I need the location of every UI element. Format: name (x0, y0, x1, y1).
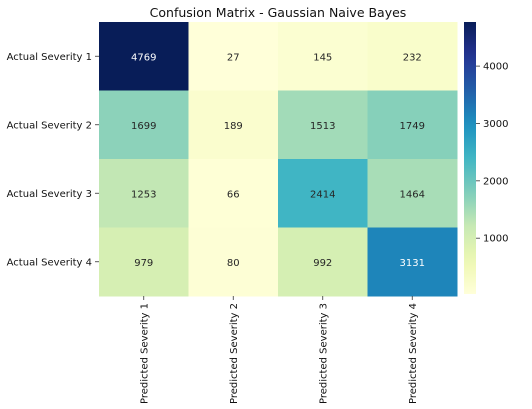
cell-value-r4-c3: 992 (313, 258, 332, 269)
heatmap-cell-r3-c3 (278, 159, 368, 228)
heatmap-cell-r1-c4 (367, 22, 458, 91)
cell-value-r2-c3: 1513 (310, 121, 335, 132)
cell-value-r3-c4: 1464 (400, 189, 425, 200)
colorbar-tick-label-2: 2000 (483, 176, 508, 187)
cell-value-r3-c1: 1253 (131, 189, 156, 200)
heatmap-cell-r4-c2 (188, 227, 279, 297)
heatmap-cells (99, 22, 458, 297)
colorbar-tick-label-3: 3000 (483, 119, 508, 130)
cell-value-r3-c3: 2414 (310, 189, 335, 200)
col-label-4: Predicted Severity 4 (408, 303, 419, 404)
heatmap-cell-r2-c4 (367, 90, 458, 160)
heatmap-cell-r2-c2 (188, 90, 279, 160)
heatmap-cell-r1-c1 (99, 22, 189, 91)
col-label-2: Predicted Severity 2 (229, 303, 240, 404)
chart-title: Confusion Matrix - Gaussian Naive Bayes (150, 5, 407, 20)
heatmap-cell-r3-c1 (99, 159, 189, 228)
heatmap-cell-r4-c1 (99, 227, 189, 297)
heatmap-cell-r3-c4 (367, 159, 458, 228)
heatmap-cell-r1-c3 (278, 22, 368, 91)
cell-value-r3-c2: 66 (227, 189, 240, 200)
heatmap-cell-r1-c2 (188, 22, 279, 91)
colorbar-gradient (464, 22, 476, 294)
colorbar-tick-label-4: 4000 (483, 62, 508, 73)
row-label-1: Actual Severity 1 (7, 52, 92, 63)
heatmap-cell-r2-c3 (278, 90, 368, 160)
cell-value-r2-c1: 1699 (131, 121, 156, 132)
row-label-4: Actual Severity 4 (7, 257, 92, 268)
heatmap-cell-r4-c3 (278, 227, 368, 297)
cell-value-r4-c2: 80 (227, 258, 240, 269)
heatmap-cell-r3-c2 (188, 159, 279, 228)
heatmap-cell-r4-c4 (367, 227, 458, 297)
col-label-3: Predicted Severity 3 (318, 303, 329, 404)
cell-value-r4-c4: 3131 (400, 258, 425, 269)
col-label-1: Predicted Severity 1 (139, 303, 150, 404)
colorbar: 1000 2000 3000 4000 (464, 22, 508, 294)
cell-value-r1-c4: 232 (403, 52, 422, 63)
column-labels: Predicted Severity 1 Predicted Severity 2… (139, 296, 419, 404)
row-label-2: Actual Severity 2 (7, 120, 92, 131)
cell-annotations: 4769 27 145 232 1699 189 1513 1749 1253 66 2414 146… (131, 52, 425, 269)
cell-value-r1-c3: 145 (313, 52, 332, 63)
colorbar-tick-label-1: 1000 (483, 234, 508, 245)
row-label-3: Actual Severity 3 (7, 189, 92, 200)
cell-value-r1-c2: 27 (227, 52, 240, 63)
row-labels: Actual Severity 1 Actual Severity 2 Actual… (7, 52, 99, 268)
cell-value-r4-c1: 979 (134, 258, 153, 269)
cell-value-r1-c1: 4769 (131, 52, 156, 63)
heatmap-cell-r2-c1 (99, 90, 189, 160)
cell-value-r2-c4: 1749 (400, 121, 425, 132)
cell-value-r2-c2: 189 (224, 121, 243, 132)
